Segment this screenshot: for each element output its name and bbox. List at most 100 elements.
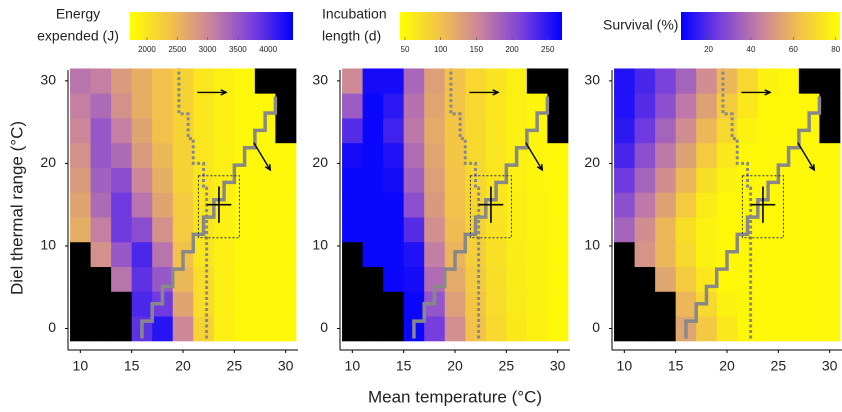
heat-cell: [403, 217, 425, 243]
heat-cell: [444, 192, 466, 218]
heat-cell: [655, 266, 677, 292]
heat-cell: [424, 93, 446, 119]
heat-cell: [614, 118, 635, 144]
heat-cell: [403, 266, 425, 292]
heat-cell: [342, 142, 363, 168]
heat-cell: [696, 241, 718, 268]
x-tick-label: 10: [73, 358, 89, 374]
heat-cell: [485, 167, 507, 193]
heat-cell: [757, 266, 779, 292]
heat-cell: [403, 167, 425, 193]
heat-cell: [798, 291, 820, 317]
heat-cell: [716, 68, 738, 94]
colorbar-label: expended (J): [37, 28, 119, 44]
heat-cell: [383, 167, 405, 193]
heat-cell: [131, 68, 153, 94]
infeasible-cell: [655, 291, 677, 317]
heat-cell: [547, 266, 569, 292]
heat-cell: [172, 192, 194, 218]
heat-cell: [111, 217, 133, 243]
heat-cell: [234, 291, 256, 317]
heat-cell: [819, 291, 841, 317]
heat-cell: [655, 217, 677, 243]
heat-cell: [193, 118, 215, 144]
heat-cell: [675, 167, 697, 193]
heat-cell: [798, 266, 820, 292]
heat-cell: [213, 291, 235, 317]
heat-cell: [213, 241, 235, 268]
infeasible-cell: [526, 68, 548, 94]
colorbar-tick-label: 100: [434, 45, 448, 54]
colorbar-tick-label: 3000: [199, 45, 217, 54]
heat-cell: [70, 217, 91, 243]
heat-cell: [696, 93, 718, 119]
heat-cell: [234, 167, 256, 193]
heat-cell: [193, 68, 215, 94]
heat-cell: [819, 167, 841, 193]
heat-cell: [547, 142, 569, 168]
heat-cell: [798, 316, 820, 342]
heat-cell: [193, 316, 215, 342]
heat-cell: [213, 217, 235, 243]
heat-cell: [444, 266, 466, 292]
dotted-box: [197, 175, 240, 239]
infeasible-cell: [819, 68, 841, 94]
heat-cell: [111, 68, 133, 94]
infeasible-cell: [275, 118, 297, 144]
infeasible-cell: [614, 316, 635, 342]
heat-cell: [696, 192, 718, 218]
heat-cell: [444, 291, 466, 317]
heat-cell: [655, 118, 677, 144]
heat-cell: [778, 291, 800, 317]
heat-cell: [90, 241, 112, 268]
heat-cell: [152, 93, 174, 119]
heat-cell: [172, 291, 194, 317]
heat-cell: [152, 316, 174, 342]
heat-cell: [737, 93, 759, 119]
heat-cell: [737, 241, 759, 268]
heat-cell: [485, 118, 507, 144]
dotted-box: [741, 175, 784, 239]
infeasible-cell: [362, 266, 384, 292]
y-tick-label: 30: [40, 72, 56, 88]
heat-cell: [675, 192, 697, 218]
heat-cell: [254, 316, 276, 342]
y-axis-label: Diel thermal range (°C): [7, 121, 26, 295]
heat-cell: [547, 167, 569, 193]
heat-cell: [342, 93, 363, 119]
heat-cell: [465, 192, 487, 218]
x-tick-label: 20: [719, 358, 735, 374]
infeasible-cell: [547, 118, 569, 144]
infeasible-cell: [634, 316, 656, 342]
heat-cell: [90, 142, 112, 168]
heat-cell: [403, 192, 425, 218]
heat-cell: [342, 118, 363, 144]
infeasible-cell: [634, 291, 656, 317]
heat-cell: [526, 266, 548, 292]
heat-cell: [383, 266, 405, 292]
heat-cell: [465, 118, 487, 144]
heat-cell: [362, 93, 384, 119]
dotted-threshold: [177, 68, 209, 339]
colorbar-label: length (d): [322, 28, 381, 44]
heat-cell: [172, 167, 194, 193]
heat-cell: [737, 192, 759, 218]
heat-cell: [614, 93, 635, 119]
colorbar-tick-label: 250: [541, 45, 555, 54]
heat-cell: [131, 118, 153, 144]
infeasible-cell: [111, 291, 133, 317]
threshold-line: [684, 96, 822, 339]
heat-cell: [526, 316, 548, 342]
heat-cell: [485, 316, 507, 342]
heat-cell: [424, 241, 446, 268]
heat-cell: [655, 167, 677, 193]
colorbar: [130, 12, 293, 40]
heat-cell: [485, 68, 507, 94]
heat-cell: [634, 192, 656, 218]
heat-cell: [634, 167, 656, 193]
colorbar-tick-label: 80: [831, 45, 840, 54]
heat-cell: [634, 68, 656, 94]
heat-cell: [757, 68, 779, 94]
infeasible-cell: [819, 93, 841, 119]
y-tick-label: 0: [48, 319, 56, 335]
